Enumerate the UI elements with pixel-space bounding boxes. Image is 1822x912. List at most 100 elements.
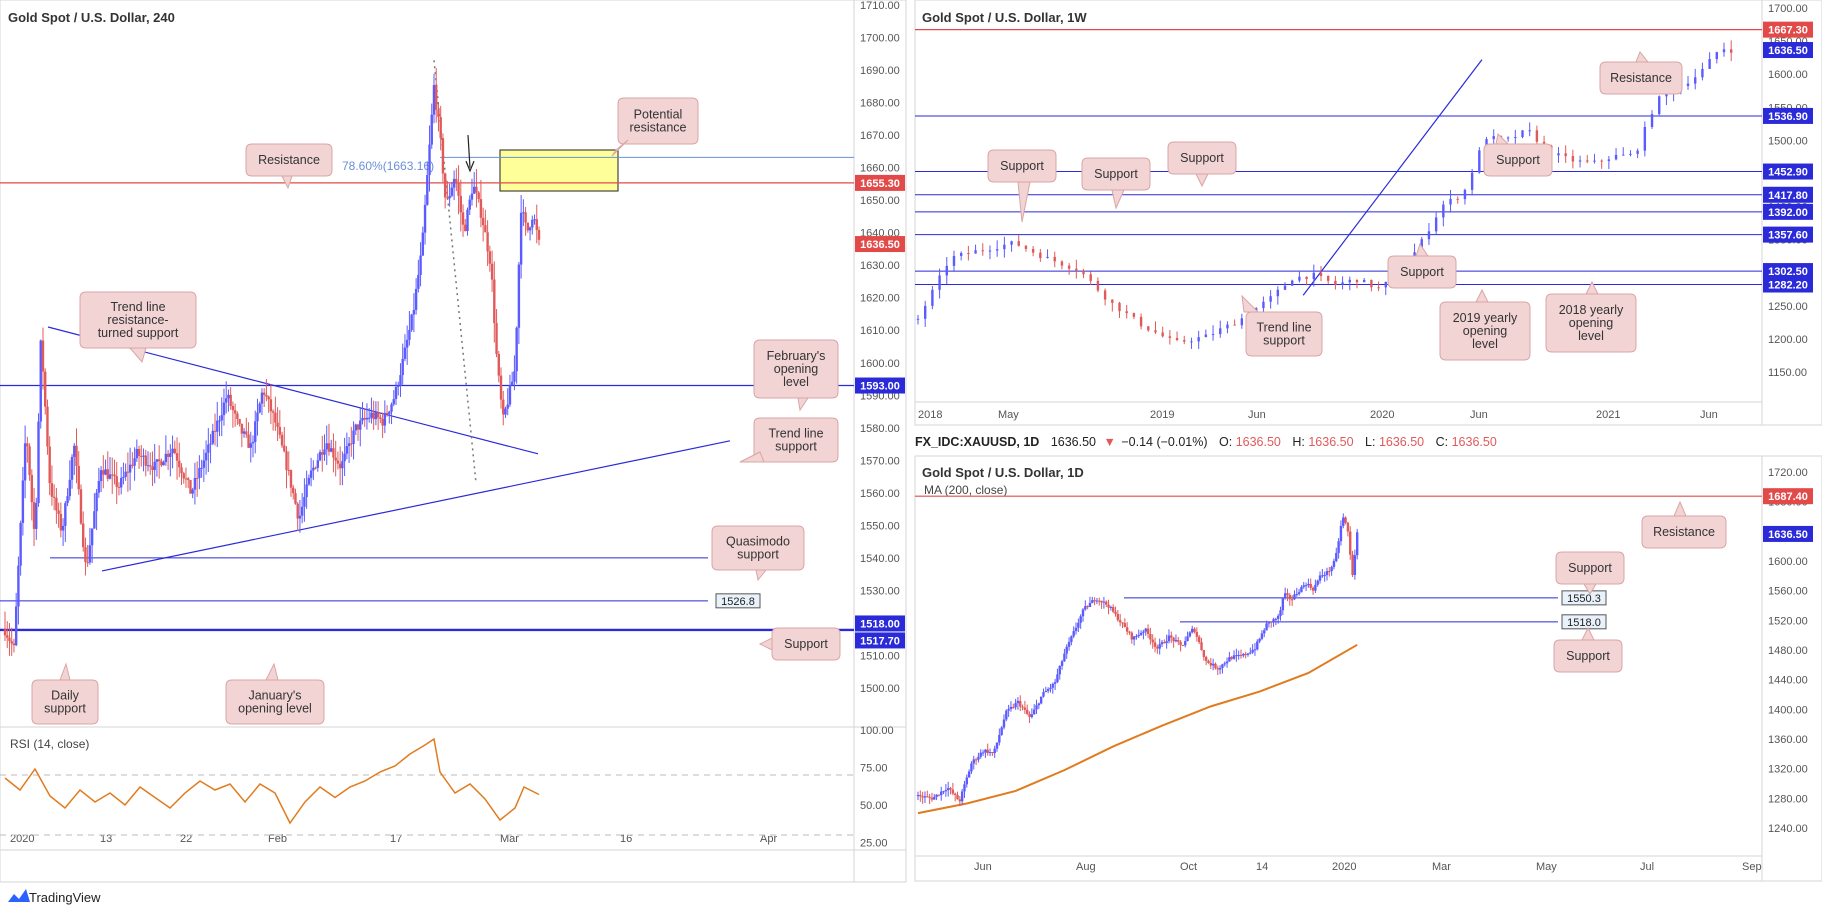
- h4-candle-body: [200, 467, 203, 469]
- callout-2019-open-bubble: [1439, 301, 1531, 361]
- h4-candle-body: [392, 399, 395, 405]
- header-close-label: C:: [1436, 435, 1449, 449]
- d1-candle-body: [1186, 636, 1189, 642]
- callout-support-1518-bubble: [1553, 639, 1623, 673]
- d1-candle-body: [935, 794, 938, 797]
- d1-candle-body: [1019, 700, 1022, 707]
- d1-candle-body: [1302, 585, 1305, 587]
- h4-candle-body: [117, 486, 121, 488]
- callout-potential-resistance-text: resistance: [630, 121, 687, 135]
- x-tick-1d: Aug: [1076, 861, 1096, 873]
- boxed-level-1550-box: [1561, 590, 1607, 606]
- callout-trendline-rts-text: turned support: [98, 326, 179, 340]
- h4-candle-body: [316, 460, 320, 468]
- d1-candle-body: [1263, 630, 1266, 634]
- svg-text:FX_IDC:XAUUSD, 1D 1636.5: FX_IDC:XAUUSD, 1D 1636.50 ▼ −0.14 (−0.01…: [915, 435, 1497, 449]
- h4-candle-body: [184, 478, 188, 480]
- h4-candle-body: [504, 408, 507, 415]
- w1-candle-body: [1708, 59, 1711, 69]
- callout-trendline-support-4h-text: Trend line: [768, 427, 823, 441]
- h4-candle-body: [242, 431, 246, 434]
- h4-candle-body: [198, 468, 201, 479]
- h4-candle-body: [84, 547, 87, 563]
- w1-candle-body: [1571, 156, 1575, 162]
- w1-candle-body: [1089, 274, 1092, 281]
- header-down-arrow-icon: ▼: [1103, 435, 1115, 449]
- x-tick-4h: Mar: [500, 833, 519, 845]
- y-tick-4h: 1630.00: [860, 260, 900, 272]
- y-tick-4h: 1530.00: [860, 585, 900, 597]
- d1-candle-body: [1307, 583, 1310, 586]
- callout-2018-open-text: opening: [1569, 316, 1614, 330]
- d1-candle-body: [1332, 561, 1336, 567]
- h4-candle-body: [44, 371, 47, 407]
- w1-candle-body: [952, 255, 956, 266]
- down-arrow-icon: [465, 135, 475, 173]
- d1-candle-body: [1105, 601, 1108, 605]
- y-tick-1w: 1700.00: [1768, 3, 1808, 15]
- callout-daily-support-text: Daily: [51, 689, 80, 703]
- callout-jan-open-text: opening level: [238, 702, 312, 716]
- h4-candle-body: [526, 222, 530, 231]
- w1-candle-body: [1514, 137, 1517, 139]
- h4-candle-body: [488, 251, 492, 264]
- w1-candle-body: [1658, 96, 1661, 115]
- price-tag-1w-1302: 1302.50: [1768, 266, 1808, 278]
- x-tick-1w: Jun: [1248, 409, 1266, 421]
- h4-candle-body: [397, 385, 400, 387]
- h4-candle-body: [102, 470, 105, 475]
- callout-resistance-4h: Resistance: [245, 143, 333, 190]
- d1-candle-body: [1235, 655, 1238, 657]
- callout-support-1536-pointer: [1495, 132, 1510, 145]
- w1-candle-body: [1434, 217, 1438, 232]
- d1-candle-body: [1074, 627, 1078, 632]
- d1-candle-body: [1297, 592, 1301, 595]
- callout-support-1357-pointer: [1415, 242, 1429, 257]
- d1-candle-body: [1304, 585, 1308, 587]
- price-tag-1w-resistance: 1667.30: [1768, 25, 1808, 37]
- d1-candle-body: [1046, 689, 1050, 692]
- w1-candle-body: [1607, 159, 1611, 161]
- d1-candle-body: [1079, 616, 1082, 623]
- h4-candle-body: [144, 455, 147, 466]
- w1-candle-body: [1442, 204, 1445, 218]
- callout-support-1417: Support: [1081, 157, 1151, 210]
- d1-candle-body: [1077, 622, 1080, 628]
- fib-label: 78.60%(1663.16): [342, 159, 434, 173]
- callout-daily-support-pointer: [59, 662, 71, 681]
- footer-brand[interactable]: TradingView: [29, 890, 101, 905]
- h4-candle-body: [164, 453, 168, 463]
- callout-resistance-4h-pointer: [281, 175, 293, 190]
- d1-candle-body: [951, 789, 955, 794]
- x-tick-1d: Sep: [1742, 861, 1762, 873]
- price-tag-1w-1357-bg: [1763, 226, 1813, 243]
- h4-candle-body: [108, 474, 112, 479]
- callout-support-1452: Support: [1167, 141, 1237, 188]
- d1-candle-body: [1053, 682, 1057, 684]
- h4-candle-body: [3, 629, 7, 636]
- h4-candle-body: [207, 444, 210, 453]
- price-tag-4h-jan-bg: [855, 632, 905, 649]
- h4-candle-body: [93, 511, 96, 529]
- h4-candle-body: [245, 431, 248, 435]
- d1-candle-body: [1132, 636, 1136, 640]
- d1-candle-body: [1000, 727, 1003, 736]
- d1-candle-body: [1139, 632, 1143, 635]
- d1-candle-body: [995, 742, 999, 749]
- h4-candle-body: [220, 415, 223, 421]
- tradingview-logo-icon[interactable]: [8, 889, 30, 902]
- h4-candle-body: [19, 522, 22, 566]
- callout-support-4h-bubble: [771, 627, 841, 661]
- h4-candle-body: [495, 323, 498, 355]
- d1-candle-body: [1335, 552, 1338, 562]
- w1-candle-body: [1132, 313, 1136, 317]
- price-tag-1d-last-bg: [1763, 525, 1813, 542]
- h4-candle-body: [227, 394, 230, 399]
- h4-candle-body: [307, 477, 311, 485]
- h4-candle-body: [323, 449, 326, 455]
- price-tag-1w-resistance-bg: [1763, 21, 1813, 38]
- w1-candle-body: [1578, 160, 1582, 162]
- d1-candle-body: [1239, 655, 1243, 657]
- y-tick-4h: 1550.00: [860, 520, 900, 532]
